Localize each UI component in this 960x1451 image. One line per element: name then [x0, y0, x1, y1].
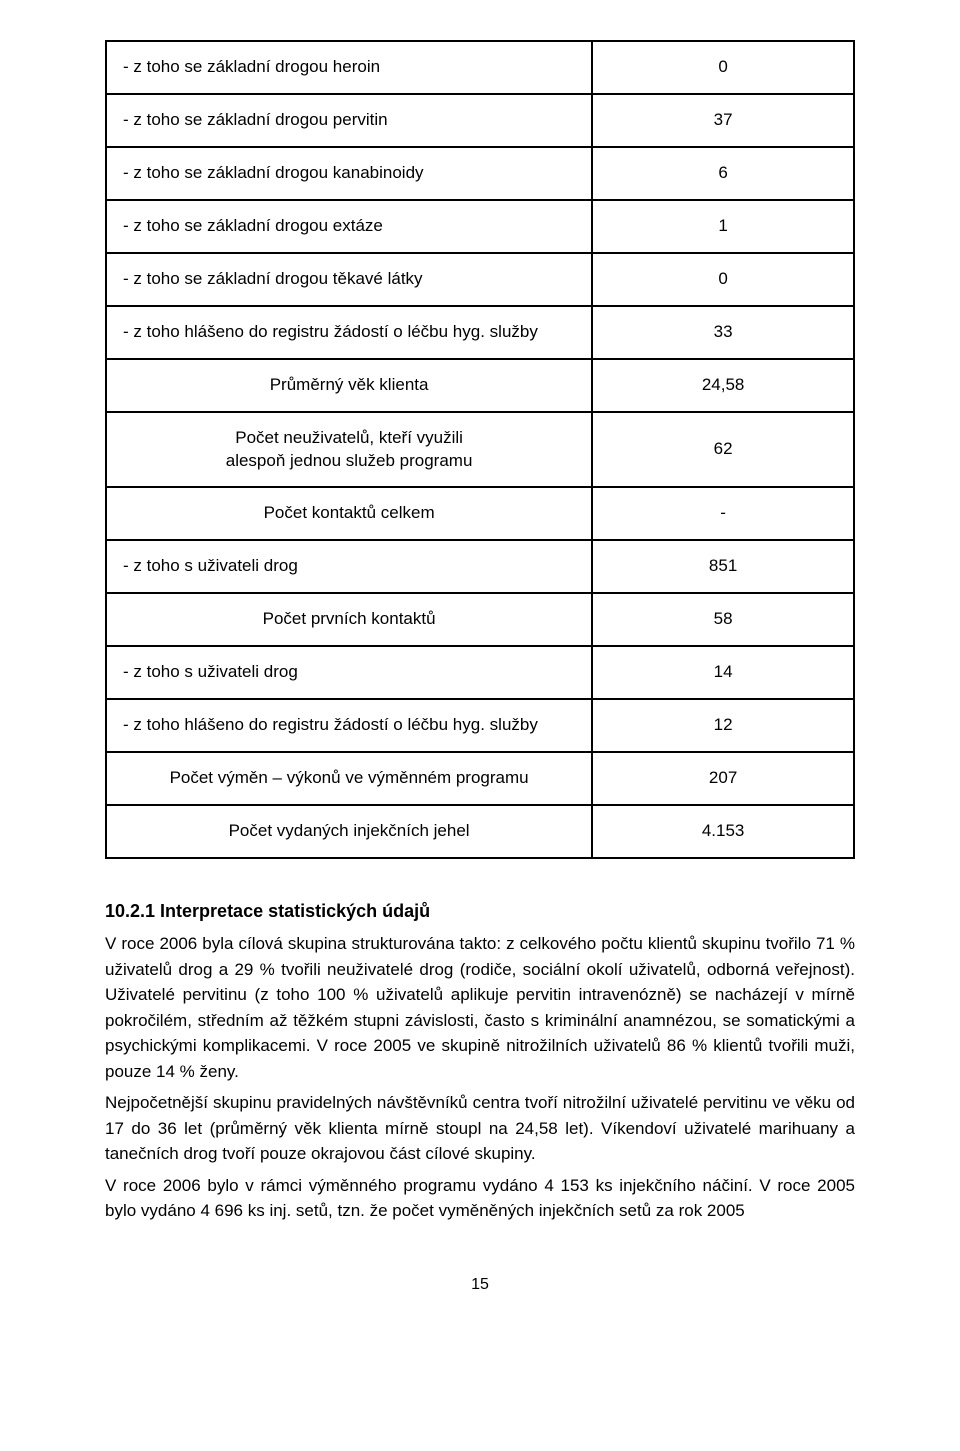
row-label: - z toho s uživateli drog: [106, 646, 592, 699]
row-label: - z toho se základní drogou těkavé látky: [106, 253, 592, 306]
row-value: 62: [592, 412, 854, 488]
row-value: 6: [592, 147, 854, 200]
row-value: 24,58: [592, 359, 854, 412]
row-label: Počet výměn – výkonů ve výměnném program…: [106, 752, 592, 805]
row-value: 33: [592, 306, 854, 359]
row-value: 12: [592, 699, 854, 752]
section-heading: 10.2.1 Interpretace statistických údajů: [105, 899, 855, 923]
table-row: Počet neuživatelů, kteří využilialespoň …: [106, 412, 854, 488]
row-label: - z toho s uživateli drog: [106, 540, 592, 593]
row-value: 851: [592, 540, 854, 593]
row-value: -: [592, 487, 854, 540]
row-value: 58: [592, 593, 854, 646]
table-row: - z toho s uživateli drog851: [106, 540, 854, 593]
table-row: - z toho hlášeno do registru žádostí o l…: [106, 306, 854, 359]
row-label: Počet kontaktů celkem: [106, 487, 592, 540]
row-label: - z toho hlášeno do registru žádostí o l…: [106, 699, 592, 752]
row-value: 0: [592, 41, 854, 94]
row-label: - z toho hlášeno do registru žádostí o l…: [106, 306, 592, 359]
table-row: Počet vydaných injekčních jehel4.153: [106, 805, 854, 858]
table-row: Počet prvních kontaktů58: [106, 593, 854, 646]
table-row: - z toho se základní drogou těkavé látky…: [106, 253, 854, 306]
table-row: - z toho se základní drogou extáze1: [106, 200, 854, 253]
table-row: Počet výměn – výkonů ve výměnném program…: [106, 752, 854, 805]
row-value: 207: [592, 752, 854, 805]
row-value: 37: [592, 94, 854, 147]
body-paragraph: Nejpočetnější skupinu pravidelných návšt…: [105, 1090, 855, 1167]
row-label: Počet prvních kontaktů: [106, 593, 592, 646]
row-value: 14: [592, 646, 854, 699]
data-table: - z toho se základní drogou heroin0- z t…: [105, 40, 855, 859]
row-label: - z toho se základní drogou kanabinoidy: [106, 147, 592, 200]
row-label: - z toho se základní drogou extáze: [106, 200, 592, 253]
row-value: 4.153: [592, 805, 854, 858]
table-row: - z toho se základní drogou kanabinoidy6: [106, 147, 854, 200]
row-label: Počet neuživatelů, kteří využilialespoň …: [106, 412, 592, 488]
table-row: - z toho se základní drogou pervitin37: [106, 94, 854, 147]
row-value: 1: [592, 200, 854, 253]
row-label: Počet vydaných injekčních jehel: [106, 805, 592, 858]
page-number: 15: [105, 1274, 855, 1296]
body-paragraph: V roce 2006 bylo v rámci výměnného progr…: [105, 1173, 855, 1224]
row-label: - z toho se základní drogou heroin: [106, 41, 592, 94]
row-value: 0: [592, 253, 854, 306]
body-paragraph: V roce 2006 byla cílová skupina struktur…: [105, 931, 855, 1084]
row-label: - z toho se základní drogou pervitin: [106, 94, 592, 147]
table-row: - z toho s uživateli drog14: [106, 646, 854, 699]
table-row: Počet kontaktů celkem-: [106, 487, 854, 540]
table-row: Průměrný věk klienta24,58: [106, 359, 854, 412]
table-row: - z toho hlášeno do registru žádostí o l…: [106, 699, 854, 752]
table-row: - z toho se základní drogou heroin0: [106, 41, 854, 94]
row-label: Průměrný věk klienta: [106, 359, 592, 412]
